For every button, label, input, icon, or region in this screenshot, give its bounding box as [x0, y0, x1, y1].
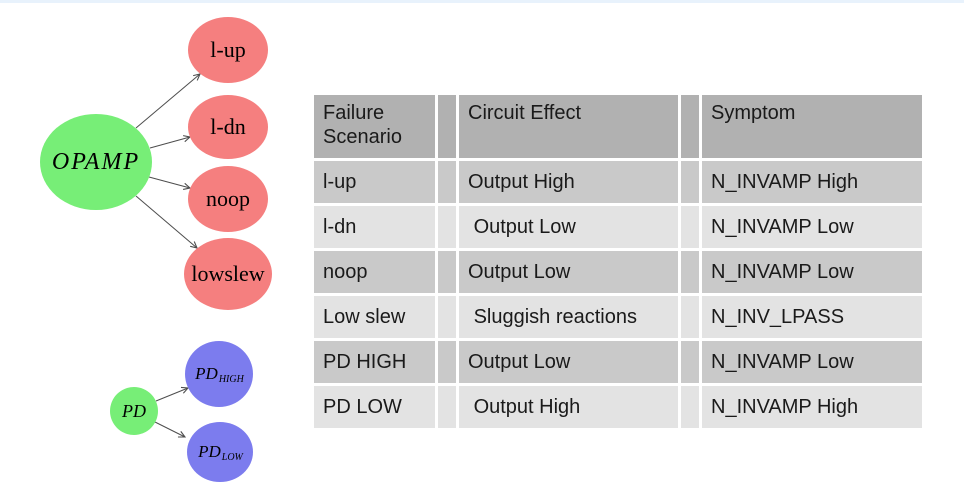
cell-symptom: N_INVAMP Low: [702, 251, 922, 293]
arrow-opamp-to-ldn: [149, 135, 192, 149]
cell-symptom: N_INVAMP Low: [702, 206, 922, 248]
node-label: lowslew: [191, 261, 265, 286]
table-row: l-up Output High N_INVAMP High: [314, 161, 922, 203]
cell-symptom: N_INVAMP High: [702, 161, 922, 203]
node-subscript: LOW: [221, 452, 243, 463]
failure-symptom-table: Failure Scenario Circuit Effect Symptom …: [311, 92, 925, 431]
spacer-cell: [681, 251, 699, 293]
cell-failure: l-up: [314, 161, 435, 203]
cell-effect: Output Low: [459, 251, 678, 293]
arrow-opamp-to-noop: [148, 176, 192, 190]
arrow-pd-to-pdlow: [154, 421, 187, 438]
cell-effect: Output High: [459, 161, 678, 203]
cell-failure: PD HIGH: [314, 341, 435, 383]
node-label: l-up: [210, 37, 246, 62]
col-header-circuit-effect: Circuit Effect: [459, 95, 678, 158]
cell-failure: noop: [314, 251, 435, 293]
spacer-cell: [438, 206, 456, 248]
cell-effect: Output Low: [459, 206, 678, 248]
table-row: PD LOW Output High N_INVAMP High: [314, 386, 922, 428]
spacer-cell: [438, 95, 456, 158]
spacer-cell: [681, 95, 699, 158]
table-row: l-dn Output Low N_INVAMP Low: [314, 206, 922, 248]
spacer-cell: [681, 206, 699, 248]
node-label: PD: [122, 400, 146, 421]
arrows-layer: [135, 73, 201, 438]
spacer-cell: [438, 251, 456, 293]
cell-effect: Output Low: [459, 341, 678, 383]
cell-failure: l-dn: [314, 206, 435, 248]
arrow-opamp-to-lup: [135, 73, 201, 129]
spacer-cell: [438, 161, 456, 203]
table-row: PD HIGH Output Low N_INVAMP Low: [314, 341, 922, 383]
cell-failure: PD LOW: [314, 386, 435, 428]
cell-symptom: N_INVAMP High: [702, 386, 922, 428]
diagram-node-pdlow: PDLOW: [187, 422, 253, 482]
cell-failure: Low slew: [314, 296, 435, 338]
spacer-cell: [438, 341, 456, 383]
cell-symptom: N_INV_LPASS: [702, 296, 922, 338]
node-label: l-dn: [210, 114, 246, 139]
spacer-cell: [681, 296, 699, 338]
diagram-node-pdhigh: PDHIGH: [185, 341, 253, 407]
table-header-row: Failure Scenario Circuit Effect Symptom: [314, 95, 922, 158]
diagram-node-lowslew: lowslew: [184, 238, 272, 310]
node-label: noop: [206, 186, 250, 211]
cell-effect: Output High: [459, 386, 678, 428]
spacer-cell: [681, 386, 699, 428]
node-label: PDLOW: [198, 442, 243, 463]
diagram-node-opamp: OPAMP: [40, 114, 152, 210]
diagram-node-lup: l-up: [188, 17, 268, 83]
fault-tree-diagram: OPAMP l-up l-dn noop lowslew PD PDHIGH P…: [0, 0, 310, 492]
arrow-opamp-to-lowslew: [135, 195, 198, 249]
top-edge-strip: [0, 0, 964, 3]
arrow-pd-to-pdhigh: [155, 386, 190, 402]
node-subscript: HIGH: [218, 374, 244, 385]
col-header-failure-scenario: Failure Scenario: [314, 95, 435, 158]
node-label: OPAMP: [51, 148, 141, 175]
table-row: noop Output Low N_INVAMP Low: [314, 251, 922, 293]
cell-symptom: N_INVAMP Low: [702, 341, 922, 383]
diagram-node-ldn: l-dn: [188, 95, 268, 159]
spacer-cell: [438, 386, 456, 428]
spacer-cell: [681, 161, 699, 203]
spacer-cell: [681, 341, 699, 383]
node-label: PDHIGH: [195, 364, 244, 385]
diagram-node-noop: noop: [188, 166, 268, 232]
diagram-node-pd: PD: [110, 387, 158, 435]
cell-effect: Sluggish reactions: [459, 296, 678, 338]
spacer-cell: [438, 296, 456, 338]
table-row: Low slew Sluggish reactions N_INV_LPASS: [314, 296, 922, 338]
col-header-symptom: Symptom: [702, 95, 922, 158]
